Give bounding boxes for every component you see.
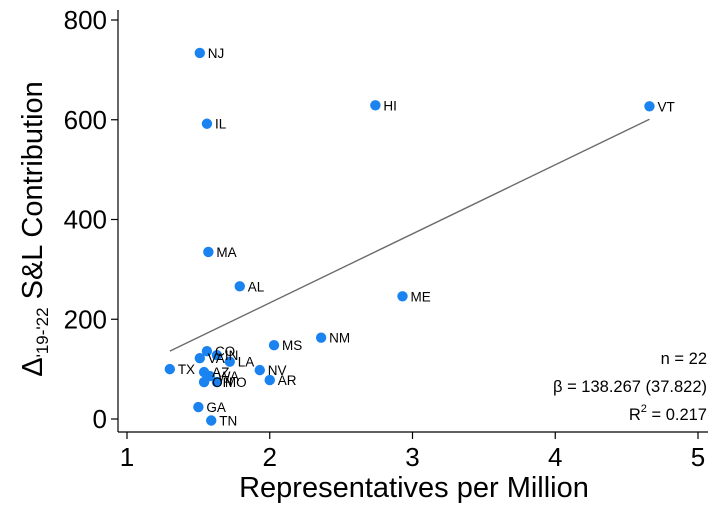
y-tick-label: 400: [64, 205, 107, 235]
stat-r2-exponent: 2: [641, 403, 647, 415]
point-label-mo: MO: [225, 375, 247, 390]
point-label-la: LA: [238, 355, 255, 370]
point-label-ar: AR: [278, 373, 297, 388]
x-tick-label: 2: [263, 442, 277, 472]
data-point-ga: [193, 401, 204, 413]
stat-n: n = 22: [661, 350, 707, 368]
x-axis-title: Representatives per Million: [239, 472, 589, 504]
point-label-tn: TN: [219, 413, 237, 428]
point-label-nv: NV: [268, 363, 287, 378]
scatter-points: [164, 47, 655, 426]
data-point-il: [201, 118, 213, 129]
point-label-al: AL: [248, 279, 265, 294]
stat-beta: β = 138.267 (37.822): [553, 378, 707, 396]
point-label-ga: GA: [206, 400, 226, 415]
stat-r2: R2 = 0.217: [629, 403, 707, 424]
data-point-ar: [264, 374, 275, 386]
y-tick-label: 800: [64, 5, 107, 35]
point-label-az: AZ: [212, 365, 229, 380]
data-point-nj: [194, 47, 206, 59]
point-label-nm: NM: [329, 331, 350, 346]
data-point-ms: [268, 339, 280, 351]
y-axis-ticks: 0 200 400 600 800: [64, 5, 118, 434]
y-axis-title-subscript: '19-'22: [33, 307, 52, 357]
x-tick-label: 4: [548, 442, 562, 472]
y-axis-title: Δ'19-'22 S&L Contribution: [17, 81, 52, 377]
y-tick-label: 0: [93, 404, 107, 434]
y-axis-title-delta: Δ: [17, 357, 49, 376]
point-label-va: VA: [208, 351, 225, 366]
y-axis-title-rest: S&L Contribution: [17, 81, 49, 307]
point-label-in: IN: [225, 348, 239, 363]
data-point-in: [211, 349, 223, 361]
stat-r2-prefix: R: [629, 406, 641, 424]
data-point-hi: [370, 100, 381, 111]
y-tick-label: 600: [64, 105, 107, 135]
x-tick-label: 3: [405, 442, 419, 472]
data-point-al: [234, 281, 245, 292]
point-label-tx: TX: [178, 362, 195, 377]
data-point-vt: [644, 101, 655, 112]
stat-r2-value: = 0.217: [647, 406, 707, 424]
x-tick-label: 1: [120, 442, 134, 472]
point-label-nj: NJ: [208, 46, 225, 61]
point-label-co: CO: [215, 344, 235, 359]
point-label-wa: WA: [218, 369, 239, 384]
data-point-co: [201, 345, 213, 357]
x-tick-label: 5: [691, 442, 705, 472]
point-label-ma: MA: [216, 245, 236, 260]
point-label-hi: HI: [383, 98, 397, 113]
data-point-mo: [211, 376, 223, 388]
point-label-il: IL: [215, 117, 227, 132]
y-tick-label: 200: [64, 304, 107, 334]
data-point-tn: [206, 415, 217, 426]
x-axis-ticks: 1 2 3 4 5: [120, 432, 705, 472]
data-point-va: [194, 352, 206, 364]
data-point-la: [224, 356, 235, 367]
point-label-oh: OH: [212, 375, 232, 390]
point-label-ms: MS: [282, 338, 302, 353]
point-label-me: ME: [411, 289, 431, 304]
data-point-me: [397, 291, 408, 302]
data-point-nm: [315, 332, 327, 343]
data-point-oh: [198, 376, 210, 388]
data-point-ma: [203, 246, 214, 258]
point-label-vt: VT: [657, 99, 674, 114]
data-point-tx: [164, 363, 176, 375]
data-point-nv: [254, 364, 265, 376]
fit-line: [169, 118, 650, 352]
